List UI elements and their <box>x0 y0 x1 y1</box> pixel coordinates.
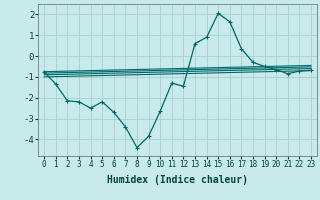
X-axis label: Humidex (Indice chaleur): Humidex (Indice chaleur) <box>107 175 248 185</box>
